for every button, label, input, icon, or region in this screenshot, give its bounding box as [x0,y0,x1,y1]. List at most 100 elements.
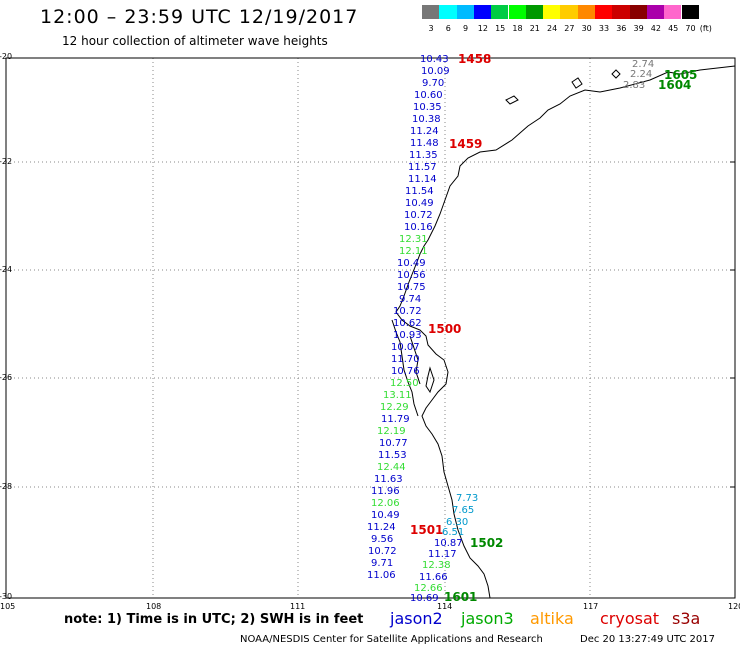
footer-note: note: 1) Time is in UTC; 2) SWH is in fe… [64,612,364,627]
wave-height-label: 11.63 [374,474,403,485]
wave-height-label: 10.60 [414,90,443,101]
wave-height-label: 11.79 [381,414,410,425]
longitude-label: 120 [728,602,740,611]
wave-height-label: 12.50 [390,378,419,389]
colorbar-swatch [473,5,492,19]
wave-height-label: 11.24 [367,522,396,533]
longitude-label: 108 [146,602,162,611]
wave-height-label: 10.93 [393,330,422,341]
colorbar-tick: 24 [547,24,558,33]
pass-time-label: 1605 [664,68,698,82]
colorbar-tick: 15 [495,24,506,33]
pass-time-label: 1459 [449,137,483,151]
latitude-label: -28 [0,482,13,491]
pass-time-label: 1458 [458,52,492,66]
colorbar-swatch [491,5,509,19]
latitude-label: -22 [0,157,13,166]
colorbar-swatch [681,5,699,19]
wave-height-label: 12.66 [414,583,443,594]
wave-height-label: 10.09 [421,66,450,77]
wave-height-label: 10.75 [397,282,426,293]
colorbar-swatch [422,5,440,19]
colorbar-tick: 30 [581,24,592,33]
colorbar-tick: 3 [428,24,434,33]
longitude-label: 117 [583,602,599,611]
wave-height-label: 12.19 [377,426,406,437]
wave-height-label: 11.54 [405,186,434,197]
wave-height-label: 10.77 [379,438,408,449]
wave-height-label: 11.06 [367,570,396,581]
wave-height-label: 11.17 [428,549,457,560]
wave-height-label: 9.74 [399,294,422,305]
wave-height-label: 9.70 [422,78,445,89]
pass-time-label: 1502 [470,536,504,550]
pass-time-label: 1501 [410,523,444,537]
wave-height-label: 11.57 [408,162,437,173]
longitude-label: 114 [437,602,453,611]
colorbar-swatch [612,5,630,19]
wave-height-label: 12.06 [371,498,400,509]
wave-height-label: 10.72 [404,210,433,221]
wave-height-label: 6.51 [442,527,465,538]
wave-height-label: 11.14 [408,174,437,185]
wave-height-label: 10.62 [393,318,422,329]
colorbar-tick: 42 [650,24,661,33]
graticule [6,58,735,598]
map-subtitle: 12 hour collection of altimeter wave hei… [62,34,328,48]
wave-height-label: 12.38 [422,560,451,571]
map-frame [5,57,736,599]
wave-height-label: 12.29 [380,402,409,413]
wave-height-label: 10.72 [393,306,422,317]
latitude-label: -30 [0,592,13,601]
wave-height-label: 9.71 [371,558,394,569]
mission-s3a: s3a [672,609,701,628]
coastline [391,65,736,599]
credit-text: NOAA/NESDIS Center for Satellite Applica… [240,634,543,645]
latitude-label: -20 [0,52,13,61]
wave-height-label: 11.53 [378,450,407,461]
colorbar-tick: 21 [529,24,540,33]
wave-height-label: 12.44 [377,462,406,473]
pass-time-label: 1601 [444,590,478,604]
wave-height-label: 10.56 [397,270,426,281]
colorbar-tick: 27 [564,24,575,33]
wave-height-label: 10.87 [434,538,463,549]
wave-height-label: 10.72 [368,546,397,557]
wave-height-label: 6.30 [446,517,469,528]
colorbar-swatch [664,5,682,19]
colorbar-tick: 45 [668,24,679,33]
wave-height-label: 10.76 [391,366,420,377]
wave-height-label: 10.49 [397,258,426,269]
colorbar-tick: 39 [633,24,644,33]
colorbar-swatch [525,5,544,19]
colorbar-swatch [595,5,613,19]
colorbar-tick: 6 [445,24,451,33]
wave-height-label: 2.74 [632,59,655,70]
pass-time-label: 1500 [428,322,462,336]
wave-height-label: 11.48 [410,138,439,149]
wave-height-label: 11.96 [371,486,400,497]
colorbar-swatch [646,5,665,19]
wave-height-label: 11.24 [410,126,439,137]
map-title: 12:00 – 23:59 UTC 12/19/2017 [40,6,359,28]
colorbar-tick: 36 [616,24,627,33]
wave-height-label: 7.73 [456,493,479,504]
colorbar-swatch [629,5,647,19]
colorbar-tick: 9 [463,24,469,33]
wave-height-label: 10.07 [391,342,420,353]
wave-height-label: 10.43 [420,54,449,65]
wave-height-label: 11.66 [419,572,448,583]
longitude-label: 105 [0,602,16,611]
wave-height-label: 9.56 [371,534,394,545]
pass-time-label: 1604 [658,78,692,92]
latitude-label: -24 [0,265,13,274]
colorbar-swatch [560,5,578,19]
wave-height-label: 2.24 [630,69,653,80]
colorbar-swatch [577,5,595,19]
timestamp-text: Dec 20 13:27:49 UTC 2017 [580,634,715,645]
wave-height-label: 10.38 [412,114,441,125]
wave-height-label: 11.35 [409,150,438,161]
mission-jason3: jason3 [461,609,514,628]
mission-cryosat: cryosat [600,609,660,628]
